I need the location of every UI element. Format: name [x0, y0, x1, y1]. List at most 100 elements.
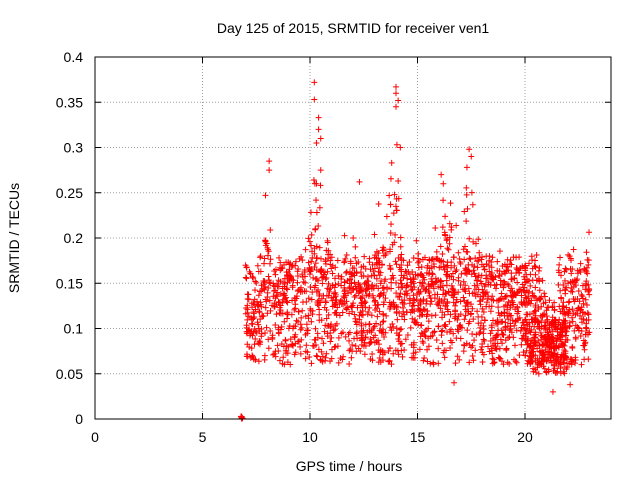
- data-point: [360, 272, 367, 279]
- data-point: [328, 324, 335, 331]
- data-point: [388, 279, 395, 286]
- data-point: [242, 274, 249, 281]
- data-point: [357, 348, 364, 355]
- data-point: [275, 277, 282, 284]
- data-point: [540, 300, 547, 307]
- data-point: [584, 270, 591, 277]
- data-point: [489, 275, 496, 282]
- data-point: [397, 234, 404, 241]
- data-point: [435, 345, 442, 352]
- data-point: [516, 352, 523, 359]
- data-point: [315, 287, 322, 294]
- data-point: [390, 350, 397, 357]
- data-point: [252, 335, 259, 342]
- data-point: [278, 340, 285, 347]
- data-point: [353, 330, 360, 337]
- data-point: [507, 320, 514, 327]
- data-point: [544, 304, 551, 311]
- data-point: [528, 337, 535, 344]
- data-point: [568, 358, 575, 365]
- data-point: [387, 229, 394, 236]
- data-point: [500, 278, 507, 285]
- data-point: [420, 357, 427, 364]
- data-point: [544, 316, 551, 323]
- data-point: [252, 287, 259, 294]
- data-point: [454, 316, 461, 323]
- data-point: [262, 296, 269, 303]
- data-point: [327, 358, 334, 365]
- x-axis-title: GPS time / hours: [296, 458, 403, 474]
- data-point: [469, 330, 476, 337]
- data-point: [578, 327, 585, 334]
- data-point: [390, 323, 397, 330]
- y-tick-label: 0.1: [64, 321, 84, 337]
- data-point: [563, 336, 570, 343]
- data-point: [478, 272, 485, 279]
- data-point: [251, 296, 258, 303]
- data-point: [526, 319, 533, 326]
- data-point: [582, 331, 589, 338]
- data-point: [572, 360, 579, 367]
- data-point: [337, 298, 344, 305]
- data-point: [316, 204, 323, 211]
- data-point: [543, 369, 550, 376]
- y-tick-label: 0.3: [64, 140, 84, 156]
- data-point: [285, 275, 292, 282]
- data-point: [532, 284, 539, 291]
- data-point: [330, 327, 337, 334]
- data-point: [323, 315, 330, 322]
- data-point: [448, 224, 455, 231]
- data-point: [463, 184, 470, 191]
- data-point: [313, 266, 320, 273]
- data-point: [380, 318, 387, 325]
- data-point: [532, 271, 539, 278]
- data-point: [375, 337, 382, 344]
- data-point: [265, 345, 272, 352]
- data-point: [534, 361, 541, 368]
- data-point: [358, 334, 365, 341]
- data-point: [404, 281, 411, 288]
- data-point: [558, 272, 565, 279]
- data-point: [351, 279, 358, 286]
- data-point: [366, 291, 373, 298]
- data-point: [502, 319, 509, 326]
- data-point: [584, 301, 591, 308]
- data-point: [557, 287, 564, 294]
- data-point: [514, 279, 521, 286]
- data-point: [456, 356, 463, 363]
- data-point: [549, 388, 556, 395]
- data-point: [285, 325, 292, 332]
- data-point: [309, 311, 316, 318]
- data-point: [279, 265, 286, 272]
- data-point: [324, 237, 331, 244]
- data-point: [582, 324, 589, 331]
- data-point: [396, 326, 403, 333]
- data-point: [514, 266, 521, 273]
- data-point: [452, 311, 459, 318]
- data-point: [450, 330, 457, 337]
- data-point: [331, 290, 338, 297]
- data-point: [434, 291, 441, 298]
- data-point: [520, 322, 527, 329]
- data-point: [425, 318, 432, 325]
- data-point: [562, 348, 569, 355]
- data-point: [416, 346, 423, 353]
- data-point: [449, 339, 456, 346]
- data-point: [479, 349, 486, 356]
- data-point: [509, 299, 516, 306]
- data-point: [465, 285, 472, 292]
- data-point: [506, 333, 513, 340]
- data-point: [439, 224, 446, 231]
- data-point: [318, 267, 325, 274]
- data-point: [382, 276, 389, 283]
- data-point: [490, 297, 497, 304]
- data-point: [288, 264, 295, 271]
- data-point: [540, 350, 547, 357]
- data-point: [449, 292, 456, 299]
- data-point: [498, 290, 505, 297]
- data-point: [339, 309, 346, 316]
- data-point: [491, 282, 498, 289]
- data-point: [447, 345, 454, 352]
- data-point: [413, 296, 420, 303]
